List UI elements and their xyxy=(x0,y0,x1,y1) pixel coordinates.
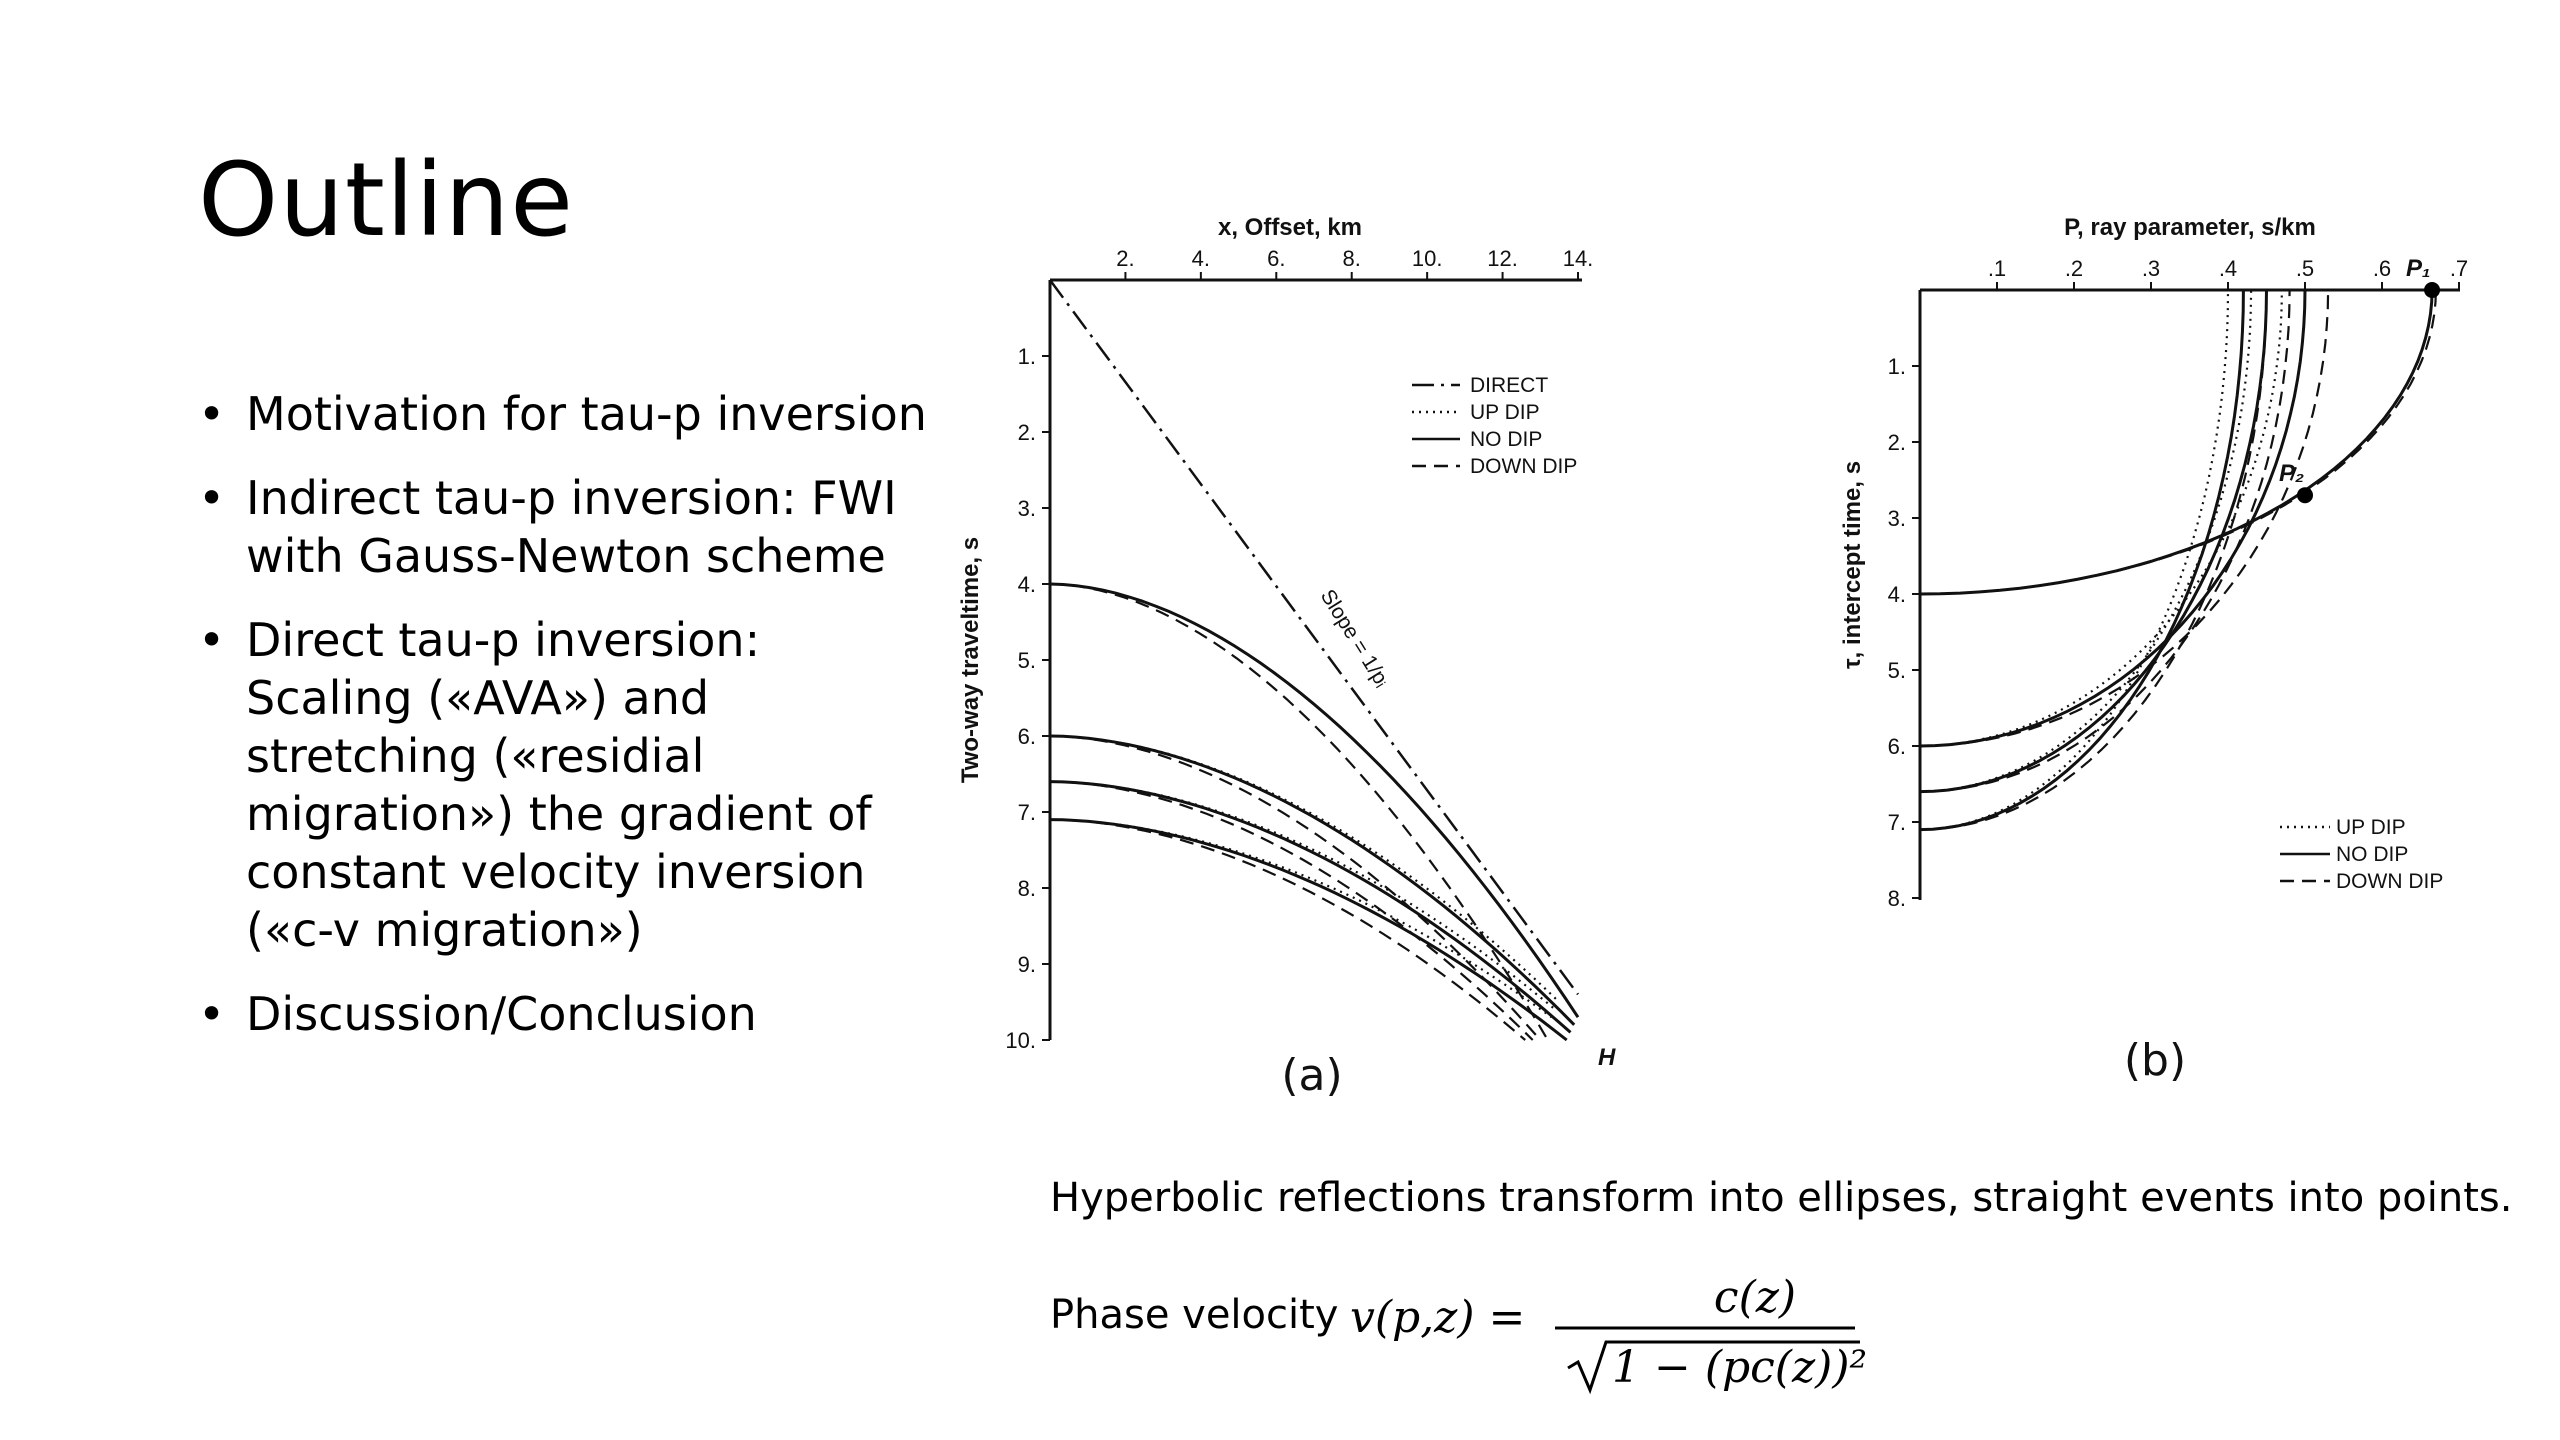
chart-a-reflection-curve xyxy=(1049,582,1580,1019)
chart-a-y-tick-label: 2. xyxy=(1018,420,1036,445)
chart-b-ellipse-curve xyxy=(1919,289,2434,596)
chart-a-y-tick-label: 5. xyxy=(1018,648,1036,673)
chart-b-svg: P, ray parameter, s/km τ, intercept time… xyxy=(1839,214,2468,1086)
chart-b-ylabel: τ, intercept time, s xyxy=(1839,461,1866,669)
chart-a-xlabel: x, Offset, km xyxy=(1218,214,1362,241)
chart-b-legend-label: NO DIP xyxy=(2336,843,2408,866)
chart-b-legend-label: UP DIP xyxy=(2336,816,2406,839)
chart-a-reflection-curve xyxy=(1049,734,1576,1026)
chart-a-y-tick-label: 1. xyxy=(1018,344,1036,369)
chart-a-x-tick-label: 12. xyxy=(1487,246,1518,271)
chart-b-y-tick-label: 4. xyxy=(1888,582,1906,607)
chart-b-ellipse-curve xyxy=(1919,289,2437,596)
chart-a-ylabel: Two-way traveltime, s xyxy=(957,537,984,783)
chart-b-ellipse-curve xyxy=(1919,289,2330,748)
chart-a-legend-label: UP DIP xyxy=(1470,401,1540,424)
chart-b-x-tick-label: .3 xyxy=(2142,256,2160,281)
chart-b-y-tick-label: 1. xyxy=(1888,354,1906,379)
chart-a-y-tick-label: 9. xyxy=(1018,952,1036,977)
chart-a-y-tick-label: 10. xyxy=(1005,1028,1036,1053)
chart-b-ellipse-curve xyxy=(1919,289,2268,831)
chart-b-x-tick-label: .1 xyxy=(1988,256,2006,281)
chart-a-y-tick-label: 6. xyxy=(1018,724,1036,749)
bullet-item: Indirect tau-p inversion: FWI with Gauss… xyxy=(198,469,938,585)
bullet-list: Motivation for tau-p inversion Indirect … xyxy=(198,385,938,1069)
chart-a-reflection-curve xyxy=(1049,780,1534,1041)
chart-b-y-tick-label: 3. xyxy=(1888,506,1906,531)
chart-b-xlabel: P, ray parameter, s/km xyxy=(2064,214,2316,241)
chart-a-reflection-curve xyxy=(1049,780,1572,1034)
chart-b-axes xyxy=(1918,288,2460,900)
chart-b-legend-label: DOWN DIP xyxy=(2336,870,2443,893)
chart-b-ellipse-curve xyxy=(1919,289,2245,832)
figure-a-traveltime: x, Offset, km Two-way traveltime, s 2. 4.… xyxy=(950,205,1650,1120)
chart-a-reflection-curve xyxy=(1049,818,1553,1019)
chart-b-x-tick-label: .7 xyxy=(2450,256,2468,281)
chart-a-reflection-curve xyxy=(1049,734,1542,1041)
chart-b-ellipse-curve xyxy=(1919,289,2434,596)
bullet-item: Motivation for tau-p inversion xyxy=(198,385,938,443)
chart-a-x-tick-label: 4. xyxy=(1192,246,1210,271)
chart-a-x-tick-label: 8. xyxy=(1343,246,1361,271)
chart-b-x-tick-label: .4 xyxy=(2219,256,2237,281)
chart-b-x-tick-label: .6 xyxy=(2373,256,2391,281)
chart-a-x-tick-label: 2. xyxy=(1116,246,1134,271)
formula-denominator: 1 − (pc(z))² xyxy=(1612,1342,1867,1393)
chart-b-y-tick-label: 6. xyxy=(1888,734,1906,759)
sqrt-sign xyxy=(1567,1340,1860,1395)
chart-a-y-tick-label: 7. xyxy=(1018,800,1036,825)
chart-a-slope-annotation: Slope = 1/pᵢ xyxy=(1316,585,1394,691)
chart-b-point xyxy=(2424,282,2441,298)
bullet-item: Discussion/Conclusion xyxy=(198,985,938,1043)
chart-a-reflection-curve xyxy=(1049,734,1560,1003)
chart-b-ellipse-curve xyxy=(1919,289,2307,748)
formula-label: Phase velocity xyxy=(1050,1292,1339,1338)
chart-b-ellipse-curve xyxy=(1919,289,2291,793)
chart-a-reflection-curve xyxy=(1049,818,1568,1042)
chart-a-y-tick-label: 8. xyxy=(1018,876,1036,901)
chart-a-direct-line xyxy=(1048,279,1580,996)
chart-a-y-tick-label: 3. xyxy=(1018,496,1036,521)
chart-a-panel-label: (a) xyxy=(1281,1050,1342,1101)
chart-b-point-label: P₂ xyxy=(2279,460,2304,487)
chart-b-ellipse-curve xyxy=(1919,289,2253,793)
caption-text: Hyperbolic reflections transform into el… xyxy=(1050,1175,2513,1221)
chart-a-x-tick-label: 10. xyxy=(1412,246,1443,271)
chart-b-y-tick-label: 2. xyxy=(1888,430,1906,455)
chart-a-legend-label: NO DIP xyxy=(1470,428,1542,451)
chart-b-y-tick-label: 7. xyxy=(1888,810,1906,835)
chart-a-legend-label: DOWN DIP xyxy=(1470,455,1577,478)
chart-b-ellipse-curve xyxy=(1919,289,2230,831)
formula-lhs: v(p,z) = xyxy=(1350,1292,1525,1343)
chart-b-x-tick-label: .2 xyxy=(2065,256,2083,281)
chart-a-y-tick-label: 4. xyxy=(1018,572,1036,597)
chart-a-x-tick-label: 14. xyxy=(1563,246,1594,271)
chart-a-h-annotation: H xyxy=(1598,1044,1616,1071)
chart-b-ellipse-curve xyxy=(1919,289,2283,748)
chart-b-point-label: P₁ xyxy=(2406,255,2430,282)
formula-numerator: c(z) xyxy=(1714,1272,1796,1323)
chart-b-y-tick-label: 5. xyxy=(1888,658,1906,683)
formula-math: v(p,z) = c(z) 1 − (pc(z))² xyxy=(1350,1272,1867,1395)
chart-a-reflection-curve xyxy=(1049,818,1526,1041)
chart-b-x-tick-label: .5 xyxy=(2296,256,2314,281)
chart-a-x-tick-label: 6. xyxy=(1267,246,1285,271)
phase-velocity-formula: Phase velocity v(p,z) = c(z) 1 − (pc(z))… xyxy=(1050,1250,2050,1400)
chart-b-ellipse-curve xyxy=(1919,289,2268,794)
chart-a-svg: x, Offset, km Two-way traveltime, s 2. 4.… xyxy=(957,214,1616,1101)
chart-a-legend-label: DIRECT xyxy=(1470,374,1548,397)
bullet-item: Direct tau-p inversion: Scaling («AVA») … xyxy=(198,611,938,959)
figure-b-taup: P, ray parameter, s/km τ, intercept time… xyxy=(1830,205,2480,1120)
chart-b-point xyxy=(2297,487,2313,504)
chart-b-panel-label: (b) xyxy=(2124,1035,2186,1086)
slide-title: Outline xyxy=(198,141,575,260)
chart-b-y-tick-label: 8. xyxy=(1888,886,1906,911)
